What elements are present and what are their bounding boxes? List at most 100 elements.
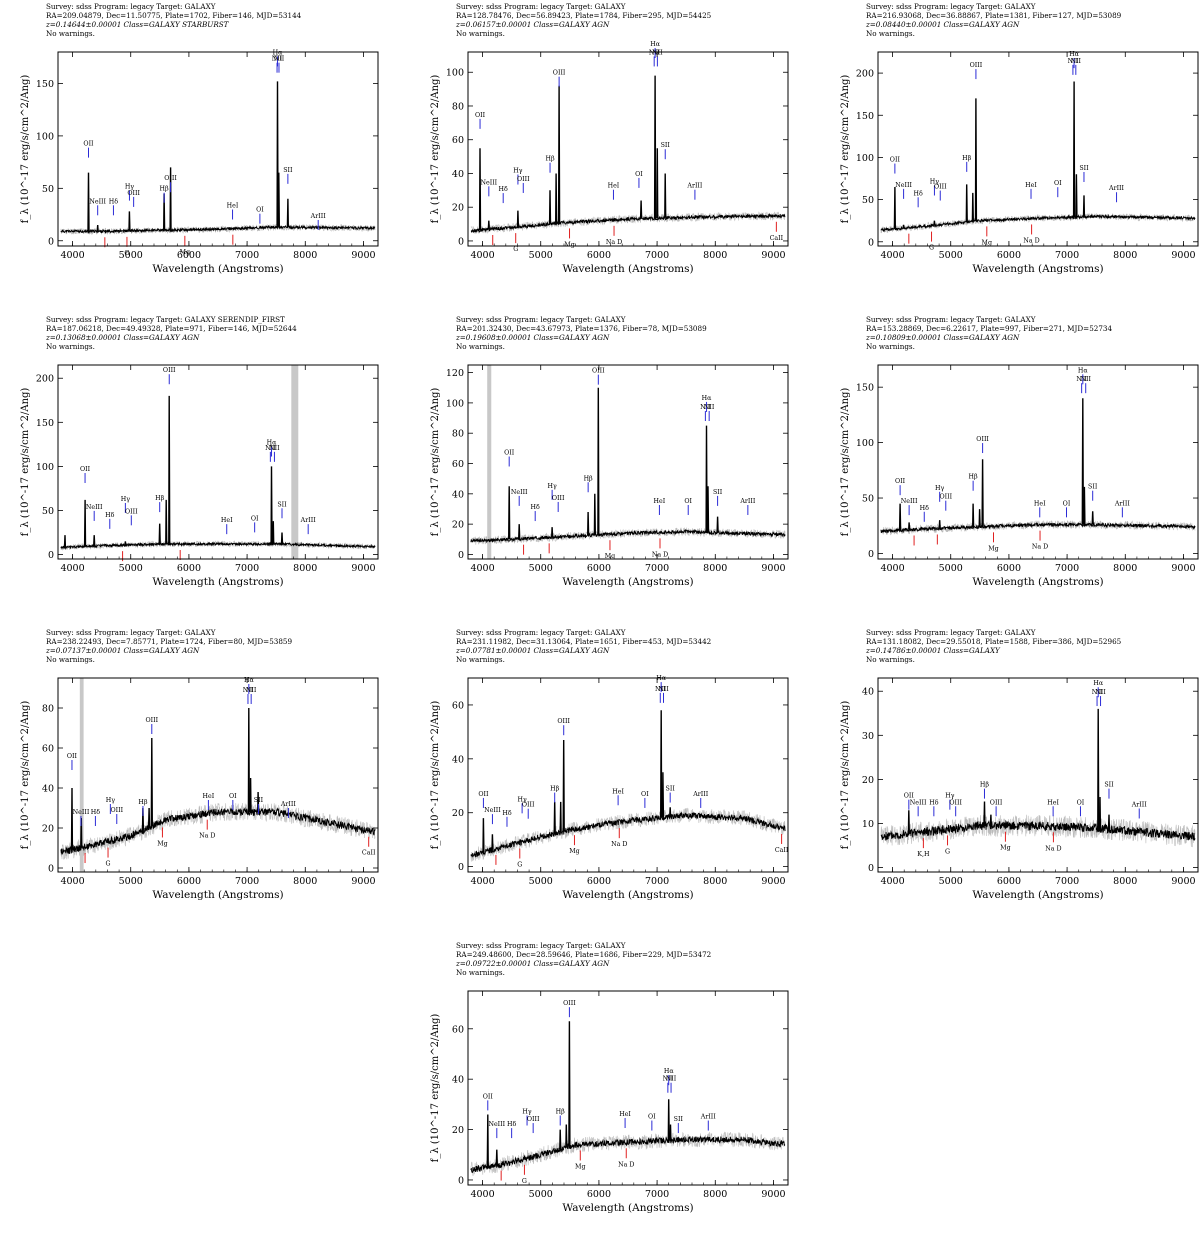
emission-peak xyxy=(508,486,511,540)
emission-line-label: NII xyxy=(1095,689,1106,696)
emission-line-label: HeI xyxy=(612,788,624,795)
emission-peak xyxy=(978,509,981,527)
y-tick-label: 20 xyxy=(452,520,464,531)
spectrum-line xyxy=(60,806,376,855)
header-line3: z=0.08440±0.00001 Class=GALAXY AGN xyxy=(866,20,1020,29)
emission-line-label: NII xyxy=(658,686,669,693)
emission-peak xyxy=(669,807,672,817)
emission-line-label: ArIII xyxy=(700,1114,717,1121)
emission-line-label: HeI xyxy=(1034,500,1046,507)
panel-header: Survey: sdss Program: legacy Target: GAL… xyxy=(866,315,1112,351)
panel-header: Survey: sdss Program: legacy Target: GAL… xyxy=(46,628,292,664)
header-line2: RA=131.18082, Dec=29.55018, Plate=1588, … xyxy=(866,637,1122,646)
y-tick-label: 60 xyxy=(42,744,54,755)
y-axis-label: f_λ (10^-17 erg/s/cm^2/Ang) xyxy=(840,75,851,224)
absorption-line-label: Mg xyxy=(1000,845,1010,852)
y-axis-label: f_λ (10^-17 erg/s/cm^2/Ang) xyxy=(430,1014,441,1163)
x-tick-label: 4000 xyxy=(60,250,84,261)
emission-peak xyxy=(938,520,941,529)
emission-line-label: OII xyxy=(80,466,91,473)
emission-line-label: OI xyxy=(1054,180,1062,187)
emission-line-label: NII xyxy=(274,56,285,63)
x-tick-label: 4000 xyxy=(470,563,494,574)
spectrum-panel: Survey: sdss Program: legacy Target: GAL… xyxy=(420,941,800,1236)
emission-line-label: SII xyxy=(254,797,264,804)
emission-line-label: Hβ xyxy=(550,786,559,793)
emission-line-label: Hγ xyxy=(945,793,954,800)
emission-line-label: NII xyxy=(1068,58,1079,65)
emission-line-label: NII xyxy=(663,1076,674,1083)
spectrum-panel: Survey: sdss Program: legacy Target: GAL… xyxy=(10,2,390,297)
x-tick-label: 9000 xyxy=(761,250,785,261)
emission-line-label: NII xyxy=(1092,689,1103,696)
header-line3: z=0.14786±0.00001 Class=GALAXY xyxy=(866,646,1000,655)
emission-line-label: OIII xyxy=(552,495,565,502)
plot-frame xyxy=(467,990,789,1186)
emission-line-label: Hα xyxy=(702,395,712,402)
header-line1: Survey: sdss Program: legacy Target: GAL… xyxy=(456,315,626,324)
header-line1: Survey: sdss Program: legacy Target: GAL… xyxy=(46,2,216,11)
absorption-line-label: CaII xyxy=(770,235,784,242)
emission-line-label: Hγ xyxy=(930,178,939,185)
emission-peak xyxy=(653,75,657,219)
absorption-line-label: Na D xyxy=(606,239,622,246)
y-tick-label: 20 xyxy=(452,808,464,819)
spectrum-panel: Survey: sdss Program: legacy Target: GAL… xyxy=(10,315,390,610)
emission-line-label: SII xyxy=(283,167,293,174)
emission-line-label: Hδ xyxy=(920,505,929,512)
plot-frame xyxy=(57,677,379,873)
spectrum-line xyxy=(470,811,786,858)
x-tick-label: 7000 xyxy=(645,563,669,574)
absorption-line-label: CaII xyxy=(362,850,376,857)
header-line2: RA=153.28869, Dec=6.22617, Plate=997, Fi… xyxy=(866,324,1113,333)
x-tick-label: 5000 xyxy=(119,563,143,574)
header-line1: Survey: sdss Program: legacy Target: GAL… xyxy=(456,2,626,11)
header-line2: RA=187.06218, Dec=49.49328, Plate=971, F… xyxy=(46,324,297,333)
emission-line-label: Hγ xyxy=(106,797,115,804)
spectrum-line xyxy=(880,213,1196,233)
emission-line-label: NeIII xyxy=(89,198,106,205)
emission-line-label: NII xyxy=(1076,376,1087,383)
emission-line-label: HeI xyxy=(608,183,620,190)
emission-peak xyxy=(706,486,710,533)
x-tick-label: 9000 xyxy=(1171,563,1195,574)
emission-line-label: NeIII xyxy=(895,182,912,189)
absorption-line-label: Na D xyxy=(1023,237,1039,244)
emission-peak xyxy=(128,211,131,231)
header-line3: z=0.13068±0.00001 Class=GALAXY AGN xyxy=(46,333,200,342)
emission-line-label: OII xyxy=(895,478,906,485)
emission-peak xyxy=(482,818,485,853)
x-tick-label: 7000 xyxy=(235,250,259,261)
emission-line-label: Hβ xyxy=(962,155,971,162)
x-tick-label: 7000 xyxy=(645,250,669,261)
x-tick-label: 8000 xyxy=(703,563,727,574)
emission-line-label: OIII xyxy=(990,799,1003,806)
emission-line-label: Hδ xyxy=(531,504,540,511)
panel-header: Survey: sdss Program: legacy Target: GAL… xyxy=(456,941,711,977)
header-line3: z=0.07781±0.00001 Class=GALAXY AGN xyxy=(456,646,610,655)
masked-band xyxy=(291,365,299,559)
emission-line-label: OI xyxy=(251,515,259,522)
plot-frame xyxy=(467,51,789,247)
emission-peak xyxy=(169,167,172,231)
emission-line-label: Hγ xyxy=(513,168,522,175)
x-tick-label: 7000 xyxy=(1055,563,1079,574)
emission-line-label: HeI xyxy=(203,793,215,800)
emission-peak xyxy=(664,173,667,218)
absorption-line-label: G xyxy=(513,246,518,253)
emission-peak xyxy=(280,532,284,545)
x-axis-label: Wavelength (Angstroms) xyxy=(562,1202,693,1214)
emission-peak xyxy=(705,425,708,533)
y-tick-label: 0 xyxy=(868,863,874,874)
y-tick-label: 150 xyxy=(36,79,54,90)
header-line4: No warnings. xyxy=(866,29,915,38)
x-tick-label: 5000 xyxy=(529,563,553,574)
emission-line-label: OIII xyxy=(949,799,962,806)
absorption-line-label: G xyxy=(124,250,129,257)
y-tick-label: 200 xyxy=(856,69,874,80)
absorption-line-label: G xyxy=(929,245,934,252)
spectrum-chart: OIINeIIIHδHγOIIIHβOIIIHeIOINIIHαNIISIIAr… xyxy=(20,49,379,275)
emission-line-label: NeIII xyxy=(484,807,501,814)
